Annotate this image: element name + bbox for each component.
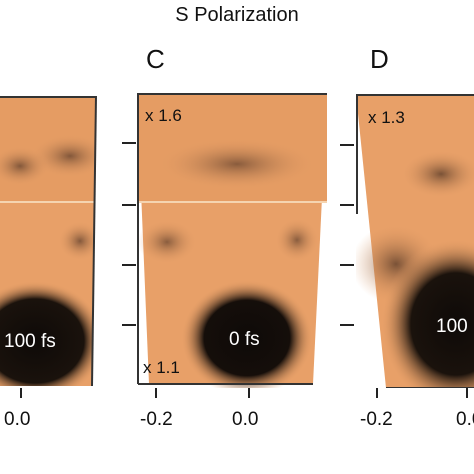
y-tick (340, 324, 354, 326)
x-tick (248, 388, 250, 398)
panel-d-x-tick-label: 0.0 (456, 409, 474, 430)
panel-c-delay-label: 0 fs (229, 329, 260, 350)
y-tick (122, 142, 136, 144)
x-tick (376, 388, 378, 398)
x-tick (155, 388, 157, 398)
x-tick (20, 388, 22, 398)
y-tick (340, 204, 354, 206)
y-tick (122, 204, 136, 206)
panel-b-image: 100 fs (0, 96, 110, 386)
panel-c-x-tick-label: -0.2 (140, 409, 173, 430)
panel-letter-d: D (370, 44, 389, 74)
panel-d-image: x 1.3 100 (356, 94, 474, 388)
panel-d-x-tick-label: -0.2 (360, 409, 393, 430)
panel-b-delay-label: 100 fs (4, 331, 56, 352)
panel-c-image: x 1.6 x 1.1 0 fs (137, 92, 337, 388)
y-tick (340, 144, 354, 146)
panel-c-upper-multiplier: x 1.6 (145, 106, 182, 125)
y-tick (340, 264, 354, 266)
panel-c-x-tick-label: 0.0 (232, 409, 259, 430)
panel-b-x-tick-label: 0.0 (4, 409, 31, 430)
panel-d-delay-label: 100 (436, 316, 468, 337)
y-tick (122, 324, 136, 326)
panel-c-lower-multiplier: x 1.1 (143, 358, 180, 377)
panel-d-upper-multiplier: x 1.3 (368, 108, 405, 127)
y-tick (122, 264, 136, 266)
panel-letter-c: C (146, 44, 165, 74)
x-tick (466, 388, 468, 398)
figure-title: S Polarization (175, 4, 299, 26)
